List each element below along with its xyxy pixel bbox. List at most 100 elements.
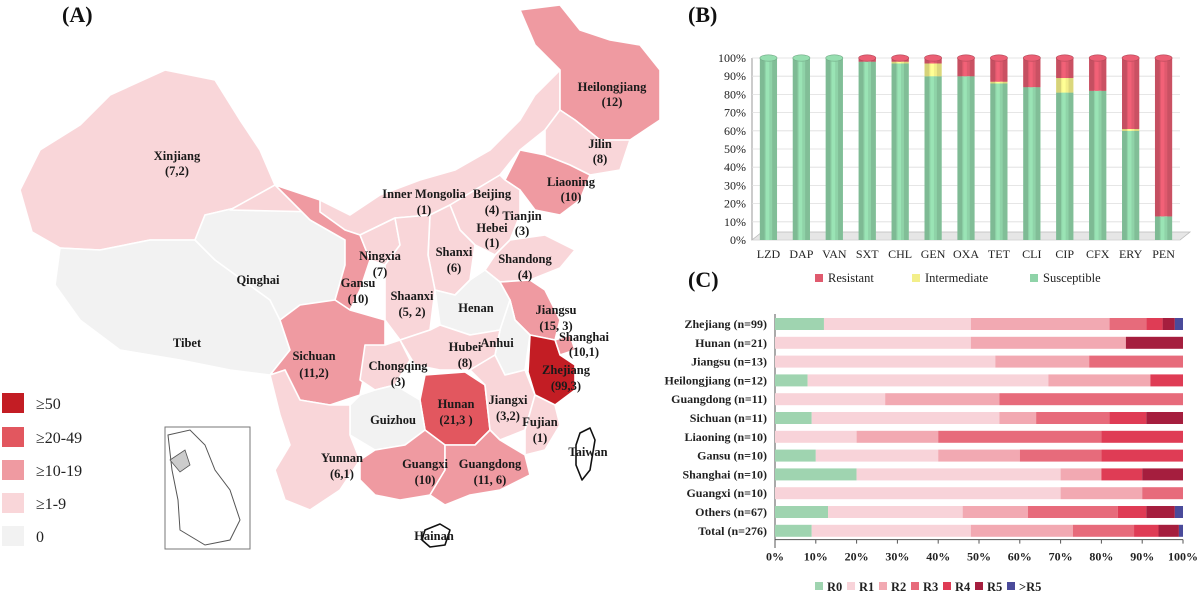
legend-swatch <box>847 582 855 590</box>
province-name: Shandong <box>498 252 552 266</box>
bar-segment-susceptible <box>891 63 909 241</box>
legend-swatch <box>815 582 823 590</box>
map-inset <box>164 426 251 550</box>
bar-segment-r5 <box>1146 506 1175 518</box>
row-label: Heilongjiang (n=12) <box>664 373 767 387</box>
province-name: Yunnan <box>321 451 363 465</box>
x-tick-label: CIP <box>1055 247 1074 261</box>
bar-cap <box>1154 54 1173 62</box>
province-count: (6,1) <box>330 467 354 481</box>
bar-segment-r4 <box>1134 524 1159 537</box>
x-tick-label: 40% <box>926 550 950 564</box>
map-legend-swatch-1-9 <box>2 493 24 513</box>
bar-segment-susceptible <box>792 58 810 240</box>
x-tick-label: DAP <box>789 247 813 261</box>
bar-segment-intermediate <box>990 81 1008 84</box>
bar-segment-r5 <box>1146 412 1183 424</box>
bar-segment-r5 <box>1125 336 1183 349</box>
row-label: Jiangsu (n=13) <box>691 355 767 369</box>
province-count: (3) <box>391 375 406 389</box>
province-count: (3) <box>515 224 530 238</box>
bar-segment-r2 <box>999 412 1037 424</box>
bar-cap <box>759 54 778 62</box>
bar-cap <box>924 54 942 62</box>
bar-segment-susceptible <box>1154 216 1173 240</box>
province-name: Shanxi <box>436 245 473 259</box>
bar-segment-r1 <box>856 468 1061 481</box>
bar-segment-r3 <box>1142 487 1183 500</box>
province-name: Xinjiang <box>154 149 201 163</box>
bar-segment-susceptible <box>1089 90 1107 240</box>
row-label: Total (n=276) <box>698 524 767 538</box>
x-tick-label: 20% <box>845 550 869 564</box>
legend-swatch-intermediate <box>912 274 920 282</box>
province-name: Hebei <box>476 221 508 235</box>
legend-label: >R5 <box>1019 580 1041 594</box>
province-name: Gansu <box>341 276 376 290</box>
x-tick-label: 10% <box>804 550 828 564</box>
province-name: Hunan <box>438 397 475 411</box>
bar-segment-susceptible <box>1122 130 1140 240</box>
bar-segment-r4 <box>1146 318 1163 330</box>
legend-label: R4 <box>955 580 971 594</box>
bar-segment-intermediate <box>1056 78 1074 93</box>
province-name: Chongqing <box>368 359 428 373</box>
map-legend-label-10-19: ≥10-19 <box>36 463 82 480</box>
x-tick-label: 0% <box>766 550 784 564</box>
map-legend-label-20-49: ≥20-49 <box>36 430 82 447</box>
panel-c-chart: (C) Zhejiang (n=99) Hunan (n=21) Jiangsu (… <box>664 267 1198 594</box>
bar-segment-r3 <box>1019 449 1102 462</box>
y-tick-label: 60% <box>724 124 746 138</box>
bar-cap <box>1022 54 1041 62</box>
x-tick-label: LZD <box>757 247 781 261</box>
map-legend-label-0: 0 <box>36 529 44 546</box>
province-name: Qinghai <box>236 273 280 287</box>
bar-segment-intermediate <box>891 61 909 64</box>
bar-segment-r2 <box>970 336 1126 349</box>
x-tick-label: 50% <box>967 550 991 564</box>
bar-segment-susceptible <box>825 58 843 240</box>
map-legend-label-1-9: ≥1-9 <box>36 496 66 513</box>
province-count: (1) <box>485 236 500 250</box>
bar-segment-r4 <box>1109 412 1147 424</box>
province-name: Liaoning <box>547 175 596 189</box>
bar-segment-resistant <box>1122 58 1140 129</box>
bar-segment-susceptible <box>759 58 778 240</box>
bar-segment-intermediate <box>924 63 942 77</box>
bar-segment-r0 <box>775 318 824 330</box>
province-name: Henan <box>458 301 493 315</box>
legend-label: R2 <box>891 580 906 594</box>
row-label: Guangdong (n=11) <box>671 392 767 406</box>
bar-segment-r1 <box>775 355 996 368</box>
bar-segment-r1 <box>807 374 1049 387</box>
legend-swatch <box>1007 582 1015 590</box>
province-name: Shaanxi <box>390 289 434 303</box>
x-tick-label: 30% <box>885 550 909 564</box>
province-count: (15, 3) <box>539 319 572 333</box>
x-tick-label: 90% <box>1130 550 1154 564</box>
region-hainan <box>421 523 451 548</box>
region-yunnan <box>269 369 361 511</box>
panel-a-label: (A) <box>62 2 93 27</box>
province-count: (11, 6) <box>474 473 507 487</box>
x-tick-label: 100% <box>1168 550 1198 564</box>
province-name: Tianjin <box>502 209 541 223</box>
bar-segment-r3 <box>1036 412 1110 424</box>
bar-segment-susceptible <box>1056 92 1074 240</box>
legend-swatch-resistant <box>815 274 823 282</box>
bar-segment-susceptible <box>990 83 1008 240</box>
province-name: Zhejiang <box>542 363 591 377</box>
row-label: Liaoning (n=10) <box>684 430 767 444</box>
province-name: Shanghai <box>559 330 610 344</box>
province-name: Jiangsu <box>536 303 577 317</box>
province-count: (10,1) <box>569 345 599 359</box>
x-tick-label: ERY <box>1119 247 1143 261</box>
province-name: Jiangxi <box>489 393 528 407</box>
province-count: (11,2) <box>299 366 329 380</box>
province-name: Heilongjiang <box>578 80 648 94</box>
bar-cap <box>957 54 975 62</box>
bar-segment-r0 <box>775 468 857 481</box>
bar-segment-resistant <box>990 58 1008 82</box>
province-count: (4) <box>485 203 500 217</box>
bar-segment-r4 <box>1101 430 1183 443</box>
